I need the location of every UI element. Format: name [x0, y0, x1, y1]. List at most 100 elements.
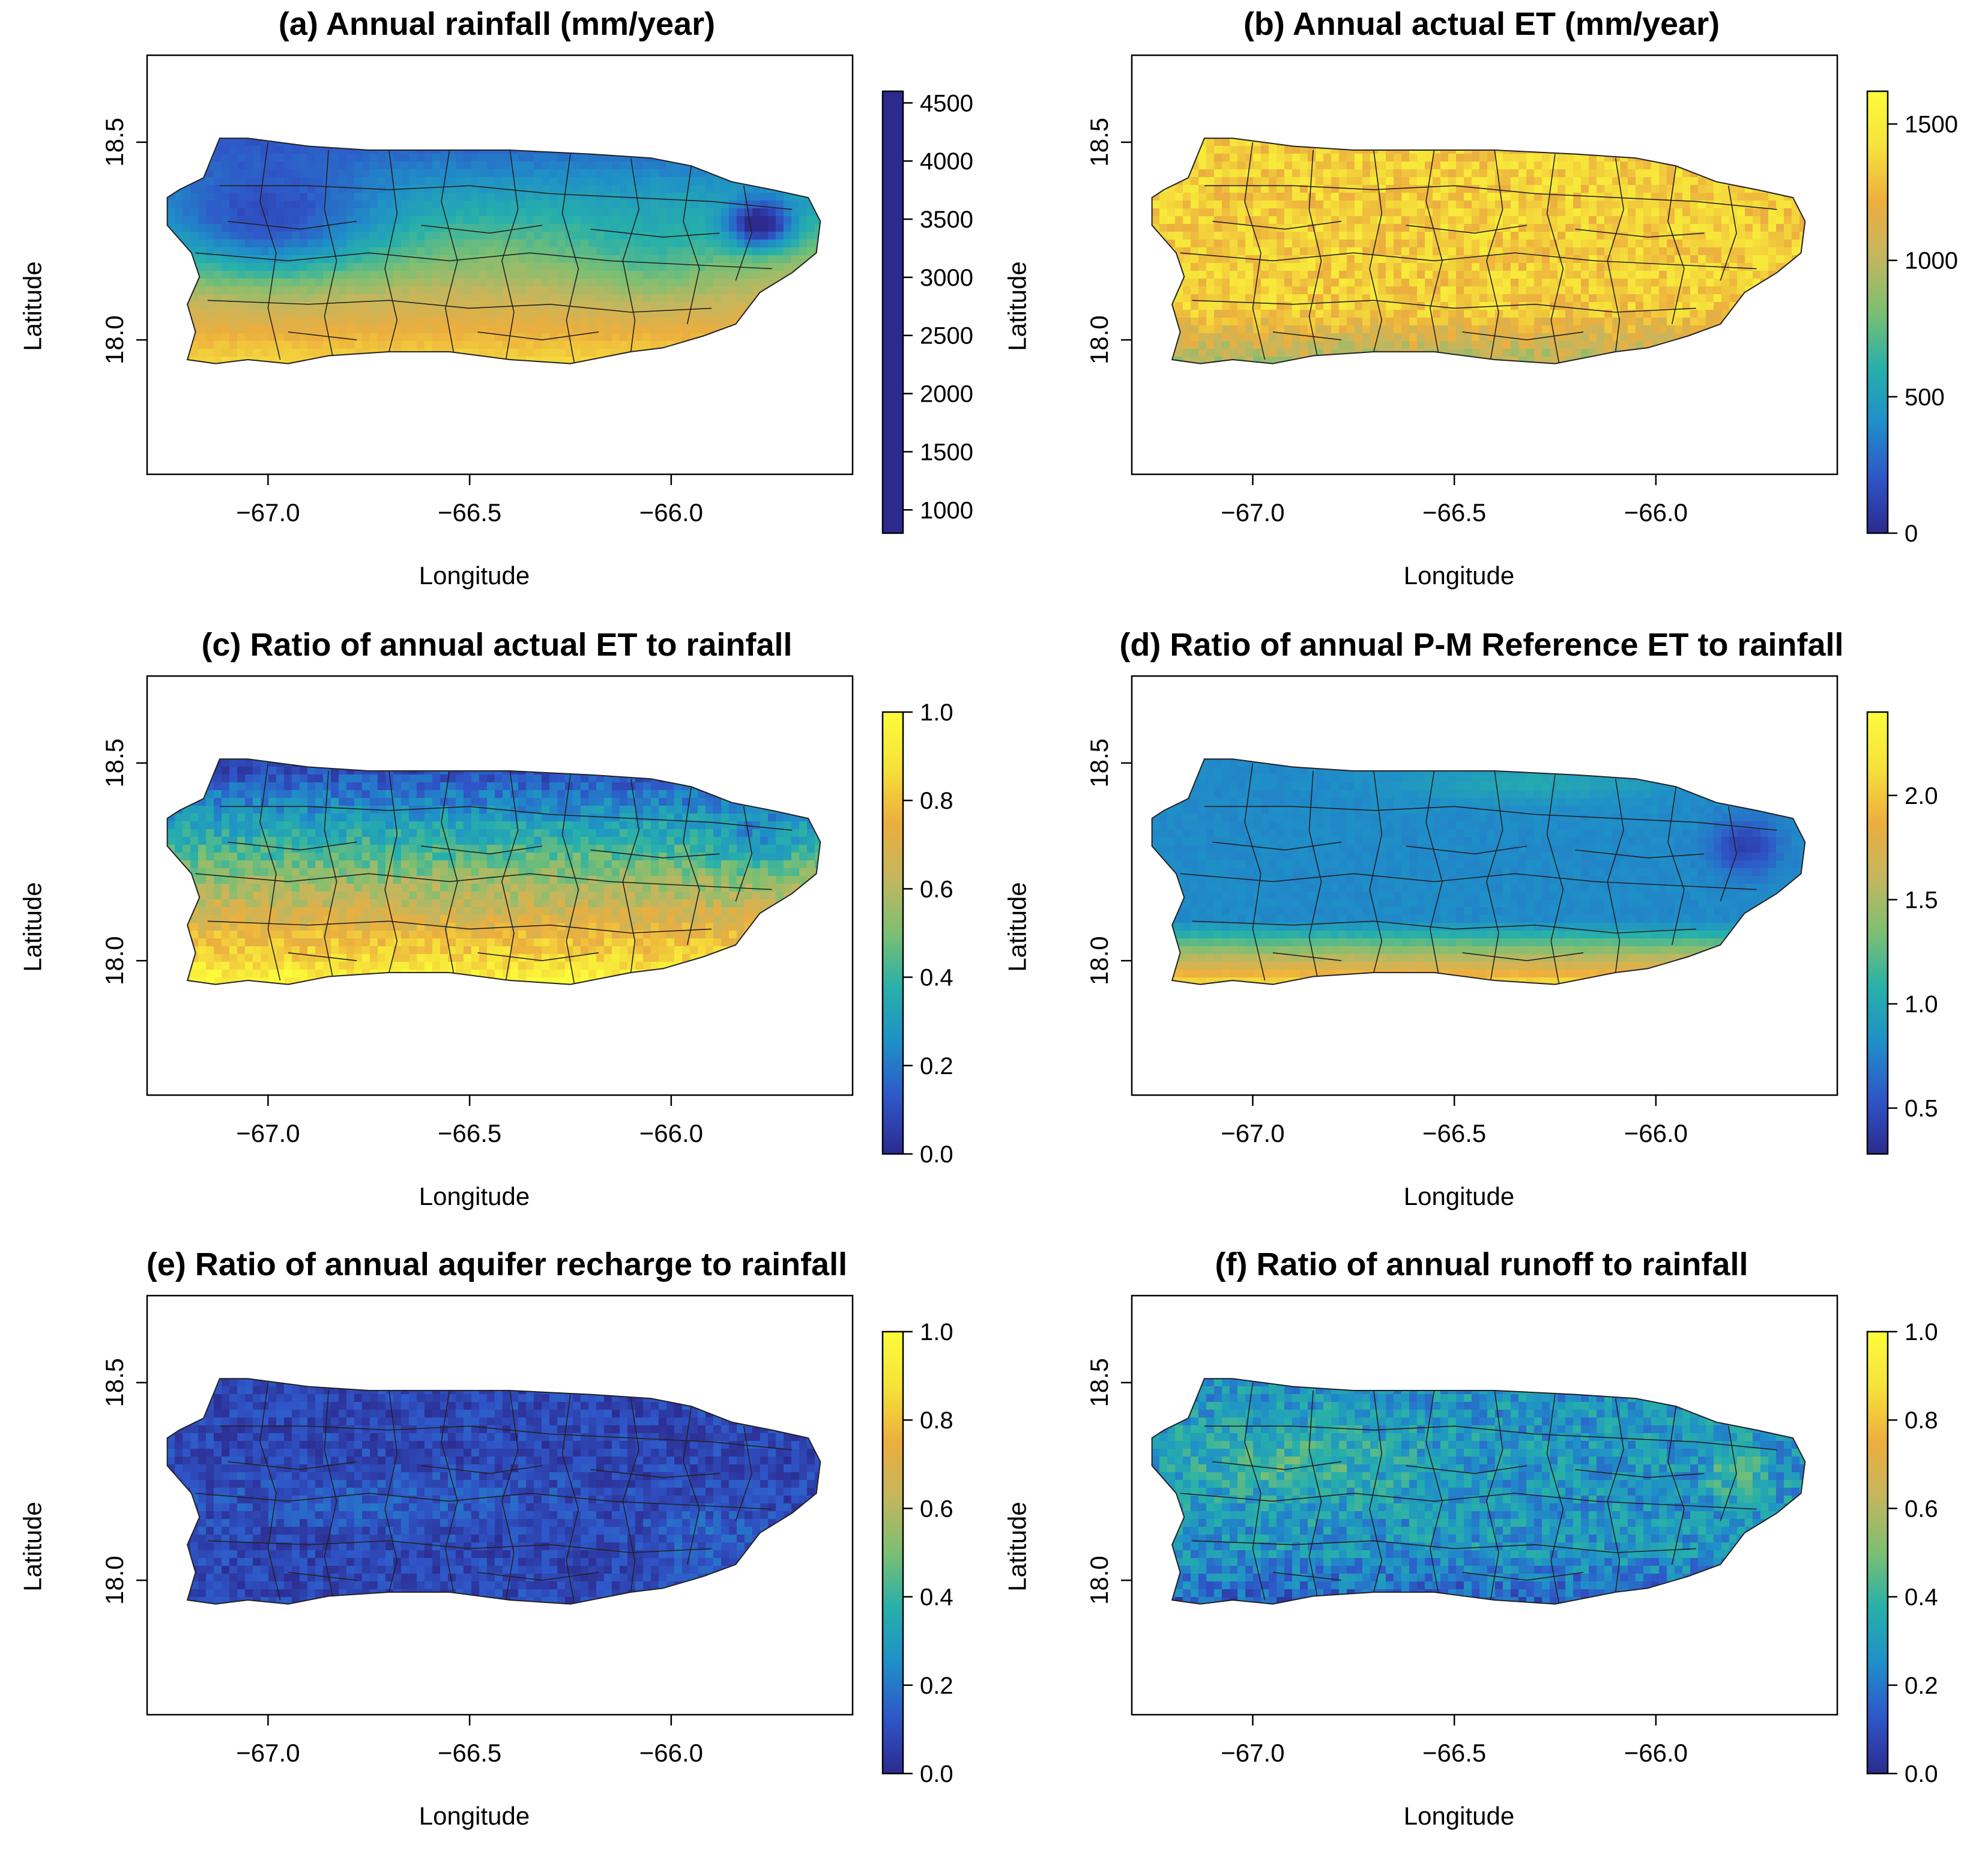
boundary-line — [1486, 1390, 1503, 1601]
boundary-line — [1720, 806, 1737, 902]
plot-frame — [146, 1294, 854, 1716]
boundary-line — [1425, 149, 1443, 352]
boundary-line — [1308, 1390, 1322, 1596]
y-axis-label-box: Latitude — [997, 216, 1039, 396]
colorbar-tick-label: 1.0 — [920, 1319, 953, 1345]
x-tick-label: −67.0 — [1221, 1739, 1284, 1767]
colorbar-tick-label: 3500 — [920, 207, 973, 233]
boundary-line — [477, 331, 599, 340]
raster-field — [167, 759, 821, 985]
map-panel-b: (b) Annual actual ET (mm/year) −67.0 −66.… — [985, 0, 1978, 620]
boundary-line — [622, 158, 639, 352]
colorbar — [881, 90, 904, 534]
boundary-line — [735, 186, 752, 281]
coastline — [1151, 758, 1806, 985]
boundary-line — [1406, 845, 1527, 855]
boundary-line — [1546, 154, 1564, 364]
boundary-line — [384, 149, 398, 352]
colorbar-tick-label: 1500 — [920, 439, 973, 465]
boundary-line — [1667, 787, 1685, 945]
map-plot: −67.0 −66.5 −66.0 18.0 18.5 0.0 0.2 0.4 0.6 0.8 1.… — [100, 675, 953, 1168]
plot-frame — [1131, 1294, 1838, 1716]
boundary-line — [590, 228, 720, 238]
boundary-line — [384, 1390, 398, 1593]
boundary-line — [207, 920, 712, 934]
boundary-line — [1575, 1469, 1705, 1478]
y-axis-label: Latitude — [1003, 1502, 1032, 1592]
x-axis-label: Longitude — [418, 561, 530, 590]
boundary-line — [501, 770, 519, 981]
boundary-line — [1212, 220, 1342, 230]
boundary-line — [1667, 166, 1685, 324]
boundary-line — [1720, 1426, 1737, 1521]
x-tick-label: −66.5 — [1422, 1739, 1486, 1767]
boundary-line — [1204, 185, 1777, 210]
x-axis-label: Longitude — [1403, 1802, 1515, 1830]
x-tick-label: −66.5 — [1422, 498, 1486, 527]
x-axis-label: Longitude — [1403, 561, 1515, 590]
x-tick-label: −67.0 — [236, 1119, 300, 1147]
map-plot: −67.0 −66.5 −66.0 18.0 18.5 0.0 0.2 0.4 0.6 0.8 1.… — [100, 1294, 953, 1787]
boundary-line — [1192, 920, 1697, 934]
panel-title: (d) Ratio of annual P-M Reference ET to … — [1119, 627, 1844, 663]
colorbar-tick-label: 1000 — [920, 497, 973, 524]
boundary-line — [590, 1469, 720, 1478]
boundary-line — [259, 762, 281, 981]
y-axis-label-box: Latitude — [12, 837, 54, 1017]
boundary-line — [1462, 331, 1584, 340]
panel-title: (e) Ratio of annual aquifer recharge to … — [146, 1246, 848, 1282]
boundary-line — [622, 1398, 639, 1593]
panel-title: (b) Annual actual ET (mm/year) — [1243, 6, 1720, 42]
boundary-line — [1425, 1390, 1443, 1593]
y-tick-label: 18.5 — [100, 738, 128, 788]
boundary-line — [1486, 770, 1503, 981]
plot-frame — [146, 54, 854, 476]
colorbar-tick-label: 500 — [1905, 384, 1945, 411]
municipal-boundaries — [195, 762, 793, 985]
colorbar-tick-label: 0.2 — [920, 1673, 953, 1699]
colorbar-tick-label: 0.2 — [1905, 1673, 1938, 1699]
boundary-line — [1575, 228, 1705, 238]
x-tick-label: −66.0 — [639, 498, 703, 527]
boundary-line — [1180, 873, 1757, 890]
boundary-line — [735, 1426, 752, 1521]
boundary-line — [1607, 1398, 1624, 1593]
boundary-line — [1308, 149, 1322, 356]
colorbar-tick-label: 4000 — [920, 148, 973, 175]
x-axis-label: Longitude — [418, 1802, 530, 1830]
boundary-line — [195, 252, 772, 270]
boundary-line — [683, 1406, 700, 1565]
boundary-line — [1272, 952, 1342, 961]
boundary-line — [1180, 252, 1757, 270]
municipal-boundaries — [195, 142, 793, 364]
colorbar-tick-label: 1.5 — [1905, 887, 1938, 913]
boundary-line — [590, 849, 720, 859]
boundary-line — [1425, 770, 1443, 973]
x-tick-label: −66.0 — [639, 1119, 703, 1147]
colorbar — [881, 711, 904, 1155]
map-plot: −67.0 −66.5 −66.0 18.0 18.5 0 500 1000 1500 — [1085, 54, 1958, 547]
map-panel-d: (d) Ratio of annual P-M Reference ET to … — [985, 621, 1978, 1240]
y-tick-label: 18.0 — [100, 1556, 128, 1605]
x-tick-label: −66.0 — [1624, 498, 1688, 527]
boundary-line — [477, 1572, 599, 1581]
y-tick-label: 18.0 — [100, 315, 128, 364]
boundary-line — [1406, 1465, 1527, 1475]
panel-title: (a) Annual rainfall (mm/year) — [278, 6, 716, 42]
colorbar-tick-label: 0.8 — [1905, 1407, 1938, 1434]
colorbar-tick-label: 0 — [1905, 521, 1918, 547]
boundary-line — [288, 331, 357, 340]
boundary-line — [288, 1572, 357, 1581]
y-axis-label-box: Latitude — [12, 216, 54, 396]
boundary-line — [1212, 841, 1342, 851]
panel-title: (c) Ratio of annual actual ET to rainfal… — [201, 627, 793, 663]
y-axis-label: Latitude — [1003, 261, 1032, 351]
y-tick-label: 18.5 — [100, 118, 128, 167]
boundary-line — [259, 142, 281, 360]
boundary-line — [195, 873, 772, 890]
x-tick-label: −66.5 — [438, 498, 501, 527]
y-axis-label: Latitude — [19, 882, 47, 972]
y-tick-label: 18.5 — [1085, 118, 1113, 167]
x-tick-label: −66.5 — [1422, 1119, 1486, 1147]
boundary-line — [324, 149, 337, 356]
